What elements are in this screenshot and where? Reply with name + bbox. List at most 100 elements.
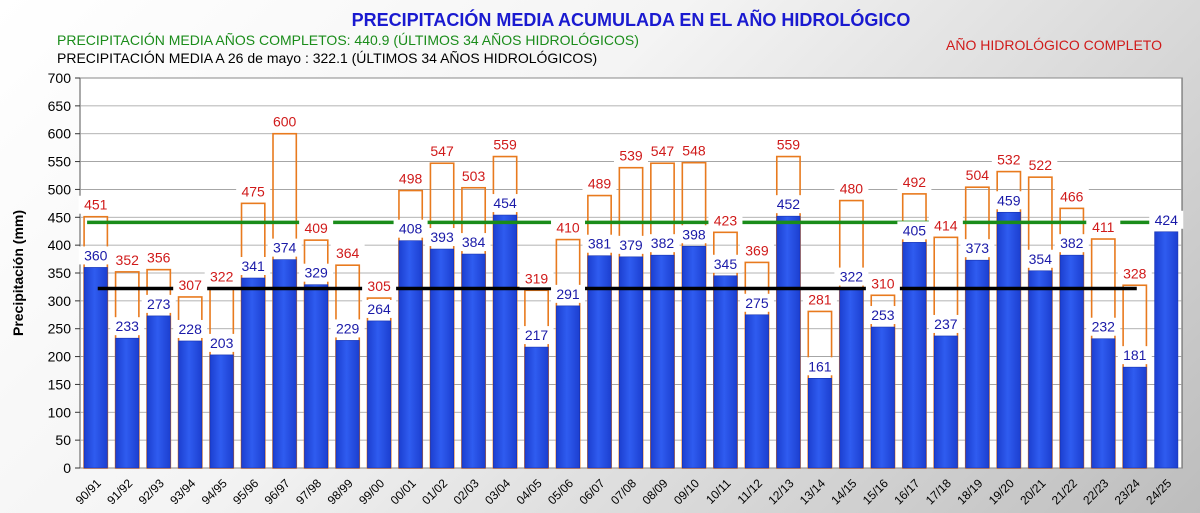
partial-value-label: 354 [1029, 251, 1053, 267]
partial-bar [1028, 270, 1053, 469]
partial-value-bg [771, 195, 806, 214]
complete-value-label: 466 [1060, 188, 1084, 204]
complete-value-label: 414 [934, 217, 958, 233]
complete-value-label: 310 [871, 275, 895, 291]
complete-value-label: 307 [179, 277, 203, 293]
partial-value-bg [236, 257, 271, 276]
partial-value-bg [802, 357, 837, 376]
partial-value-bg [991, 191, 1026, 210]
complete-value-label: 281 [808, 291, 832, 307]
y-tick-label: 50 [55, 432, 71, 448]
partial-bar [870, 326, 895, 469]
y-tick-label: 350 [48, 265, 72, 281]
x-tick-label: 20/21 [1017, 476, 1048, 507]
partial-value-label: 275 [745, 295, 769, 311]
y-tick-label: 700 [48, 70, 72, 86]
x-tick-label: 03/04 [482, 476, 513, 507]
partial-value-label: 181 [1123, 347, 1147, 363]
complete-value-bg [330, 244, 365, 263]
x-tick-label: 08/09 [639, 476, 670, 507]
partial-value-label: 398 [682, 226, 706, 242]
partial-value-label: 232 [1092, 319, 1116, 335]
partial-value-label: 228 [179, 321, 203, 337]
complete-value-bg [362, 277, 397, 296]
partial-bar [335, 340, 360, 469]
complete-value-label: 522 [1029, 157, 1053, 173]
y-tick-label: 450 [48, 209, 72, 225]
complete-value-label: 305 [367, 278, 391, 294]
x-tick-label: 09/10 [671, 476, 702, 507]
x-tick-label: 22/23 [1080, 476, 1111, 507]
y-tick-label: 650 [48, 98, 72, 114]
partial-bar [241, 277, 266, 469]
partial-value-label: 291 [556, 286, 580, 302]
complete-value-label: 480 [840, 181, 864, 197]
partial-value-bg [676, 225, 711, 244]
partial-value-label: 329 [304, 265, 328, 281]
y-tick-label: 150 [48, 376, 72, 392]
x-tick-label: 17/18 [923, 476, 954, 507]
y-tick-label: 600 [48, 126, 72, 142]
y-tick-label: 250 [48, 321, 72, 337]
partial-value-bg [267, 238, 302, 257]
complete-value-bg [865, 274, 900, 293]
x-tick-label: 10/11 [703, 476, 734, 507]
complete-value-label: 548 [682, 143, 706, 159]
partial-value-bg [173, 319, 208, 338]
x-tick-label: 94/95 [199, 476, 230, 507]
complete-value-bg [897, 172, 932, 191]
complete-value-bg [645, 142, 680, 161]
partial-value-bg [708, 254, 743, 273]
partial-value-bg [362, 299, 397, 318]
partial-bar [367, 320, 392, 469]
partial-value-bg [1086, 317, 1121, 336]
x-tick-label: 99/00 [356, 476, 387, 507]
complete-value-label: 411 [1092, 219, 1115, 235]
complete-value-bg [78, 195, 113, 214]
complete-value-label: 532 [997, 152, 1021, 168]
partial-value-label: 459 [997, 192, 1021, 208]
complete-value-label: 410 [556, 220, 580, 236]
y-tick-label: 100 [48, 404, 72, 420]
x-tick-label: 12/13 [765, 476, 796, 507]
partial-bar [902, 242, 927, 469]
complete-value-label: 319 [525, 270, 549, 286]
complete-value-bg [488, 135, 523, 154]
complete-value-label: 559 [493, 137, 517, 153]
partial-value-bg [1023, 249, 1058, 268]
partial-bar [146, 315, 171, 469]
partial-value-label: 253 [871, 307, 895, 323]
partial-bar [807, 377, 832, 469]
complete-value-label: 539 [619, 148, 643, 164]
complete-value-bg [267, 112, 302, 131]
partial-bar [556, 305, 580, 469]
complete-value-bg [456, 166, 491, 185]
partial-bar [178, 340, 203, 469]
partial-value-bg [614, 235, 648, 254]
complete-value-bg [614, 146, 648, 165]
partial-value-label: 382 [1060, 235, 1084, 251]
x-tick-label: 00/01 [388, 476, 419, 507]
complete-value-bg [299, 219, 334, 238]
partial-value-bg [928, 314, 963, 333]
partial-bar [682, 245, 706, 469]
complete-value-bg [141, 248, 176, 267]
partial-bar [398, 240, 423, 469]
partial-value-bg [897, 221, 932, 240]
complete-value-bg [739, 241, 774, 260]
partial-value-bg [78, 246, 113, 265]
partial-bar [776, 215, 801, 469]
partial-value-label: 203 [210, 335, 234, 351]
x-tick-label: 93/94 [167, 476, 198, 507]
complete-value-label: 600 [273, 114, 297, 130]
partial-value-label: 217 [525, 327, 549, 343]
complete-value-bg [834, 179, 869, 198]
partial-value-bg [1054, 234, 1089, 253]
complete-value-bg [771, 135, 806, 154]
partial-bar [1091, 338, 1116, 469]
partial-value-label: 229 [336, 320, 360, 336]
y-tick-label: 200 [48, 349, 72, 365]
complete-value-bg [960, 166, 995, 185]
partial-value-label: 393 [430, 229, 454, 245]
